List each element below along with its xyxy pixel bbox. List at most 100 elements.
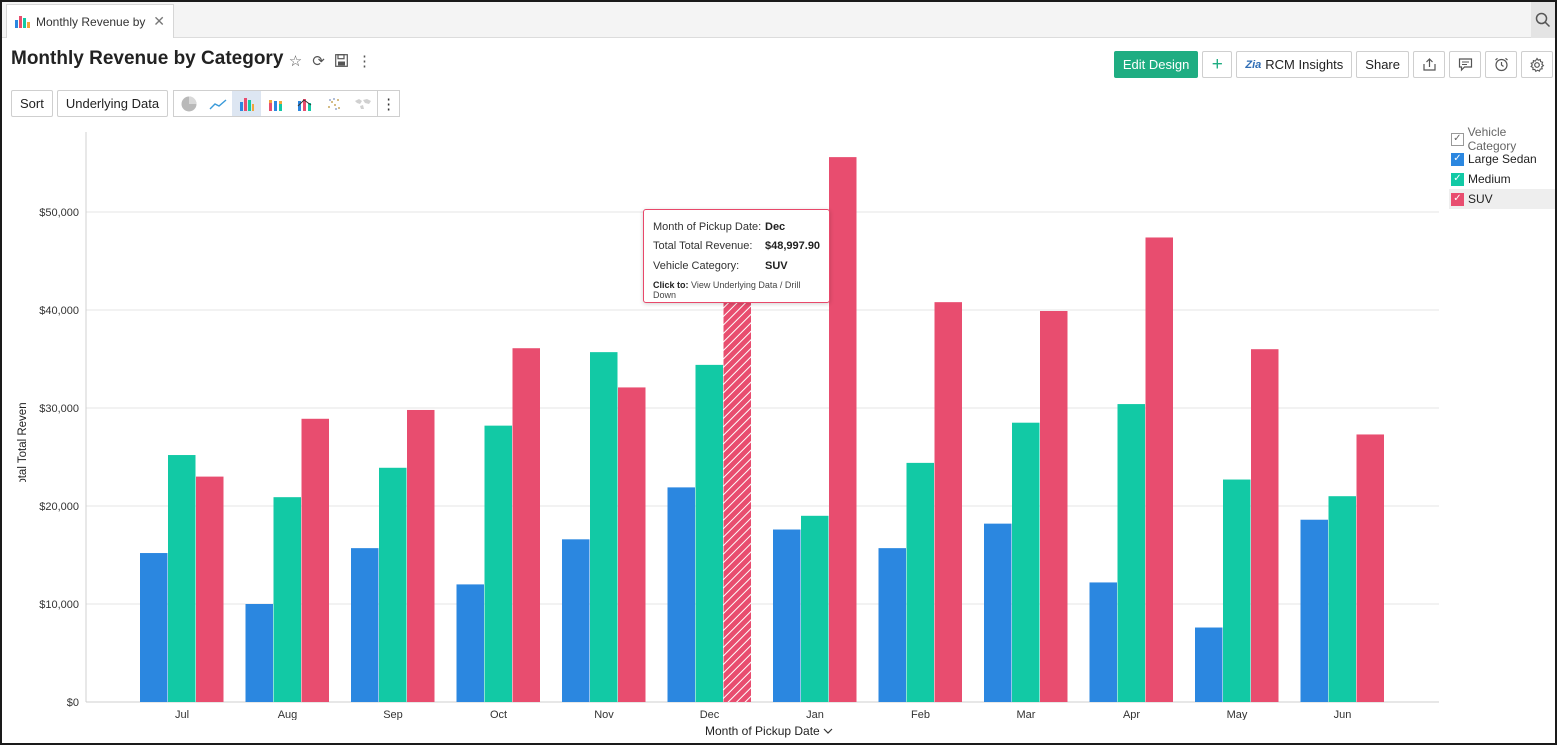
bar-medium-nov[interactable] — [590, 352, 618, 702]
x-tick-label: Sep — [383, 709, 403, 720]
chart-toolbar: Sort Underlying Data ⋮ — [11, 90, 401, 117]
bar-medium-may[interactable] — [1223, 479, 1251, 702]
tooltip-footer: Click to: View Underlying Data / Drill D… — [653, 280, 821, 300]
y-tick-label: $10,000 — [39, 599, 79, 611]
save-icon[interactable] — [333, 52, 350, 69]
bar-large-sedan-nov[interactable] — [562, 539, 590, 702]
more-vertical-icon[interactable]: ⋮ — [357, 52, 372, 70]
bar-large-sedan-may[interactable] — [1195, 627, 1223, 702]
search-icon — [1535, 12, 1551, 28]
y-tick-label: $40,000 — [39, 305, 79, 317]
bar-medium-feb[interactable] — [906, 462, 935, 702]
bar-medium-jun[interactable] — [1328, 496, 1357, 702]
rcm-insights-button[interactable]: Zia RCM Insights — [1236, 51, 1353, 78]
legend-item-suv[interactable]: ✓ SUV — [1449, 189, 1555, 209]
bar-large-sedan-jun[interactable] — [1300, 519, 1329, 702]
bar-medium-mar[interactable] — [1012, 422, 1040, 702]
tab-label: Monthly Revenue by ... — [36, 14, 150, 29]
x-tick-label: May — [1227, 709, 1248, 720]
bar-chart-icon — [15, 15, 30, 28]
schedule-button[interactable] — [1485, 51, 1517, 78]
edit-design-button[interactable]: Edit Design — [1113, 51, 1199, 78]
close-icon[interactable]: ✕ — [153, 13, 165, 29]
checkbox-icon: ✓ — [1451, 192, 1464, 206]
tab-monthly-revenue[interactable]: Monthly Revenue by ... ✕ — [6, 4, 174, 38]
legend-title: Vehicle Category — [1467, 125, 1517, 153]
share-button[interactable]: Share — [1356, 51, 1409, 78]
checkbox-icon: ✓ — [1451, 152, 1464, 166]
tab-bar: Monthly Revenue by ... ✕ — [2, 2, 1555, 38]
bar-suv-apr[interactable] — [1145, 237, 1174, 703]
y-axis-title-text: Total Total Revenue — [17, 402, 29, 482]
pie-chart-icon[interactable] — [174, 91, 203, 116]
bar-medium-sep[interactable] — [379, 467, 407, 702]
bar-medium-dec[interactable] — [695, 364, 724, 702]
bar-large-sedan-mar[interactable] — [984, 523, 1012, 702]
x-tick-label: Apr — [1123, 709, 1140, 720]
bar-large-sedan-feb[interactable] — [878, 548, 907, 702]
tooltip-row-category: Vehicle Category: SUV — [653, 256, 821, 276]
bar-large-sedan-apr[interactable] — [1089, 582, 1118, 702]
legend: ✓ Vehicle Category ✓ Large Sedan ✓ Mediu… — [1449, 125, 1555, 209]
checkbox-icon: ✓ — [1451, 132, 1464, 146]
bar-large-sedan-dec[interactable] — [667, 487, 696, 702]
star-icon[interactable]: ☆ — [288, 52, 303, 70]
tooltip-click-text[interactable]: View Underlying Data / Drill Down — [653, 279, 801, 300]
sort-button[interactable]: Sort — [11, 90, 53, 117]
map-chart-icon[interactable] — [348, 91, 377, 116]
line-chart-icon[interactable] — [203, 91, 232, 116]
y-tick-label: $0 — [67, 697, 79, 709]
x-tick-label: Oct — [490, 709, 507, 720]
legend-label: SUV — [1468, 192, 1493, 206]
bar-chart-type-icon[interactable] — [232, 91, 262, 116]
comment-icon — [1458, 58, 1472, 72]
comment-button[interactable] — [1449, 51, 1481, 78]
bar-medium-apr[interactable] — [1117, 404, 1146, 702]
add-button[interactable]: + — [1202, 51, 1233, 78]
refresh-icon[interactable]: ⟳ — [312, 52, 325, 70]
bar-suv-aug[interactable] — [301, 418, 330, 702]
x-tick-label: Mar — [1017, 709, 1036, 720]
bar-large-sedan-jul[interactable] — [140, 553, 168, 702]
x-tick-label: Jan — [806, 709, 824, 720]
more-chart-options-icon[interactable]: ⋮ — [377, 91, 399, 116]
chart-tooltip: Month of Pickup Date: Dec Total Total Re… — [643, 209, 830, 303]
tooltip-value: SUV — [765, 259, 788, 272]
x-axis-title[interactable]: Month of Pickup Date — [705, 724, 833, 738]
bar-suv-jun[interactable] — [1356, 434, 1385, 702]
bar-large-sedan-oct[interactable] — [456, 584, 485, 702]
tooltip-row-revenue: Total Total Revenue: $48,997.90 — [653, 237, 821, 257]
bar-chart: $0 $10,000 $20,000 $30,000 $40,000 $50,000 Jul… — [39, 132, 1439, 720]
stacked-bar-icon[interactable] — [261, 91, 290, 116]
tooltip-value: Dec — [765, 220, 786, 233]
combination-chart-icon[interactable] — [290, 91, 319, 116]
bar-suv-mar[interactable] — [1040, 310, 1068, 702]
bar-suv-jul[interactable] — [196, 476, 224, 702]
legend-item-large-sedan[interactable]: ✓ Large Sedan — [1449, 149, 1555, 169]
y-axis-title-wrap: Total Total Revenue — [14, 390, 34, 491]
bar-medium-jul[interactable] — [168, 455, 196, 702]
gear-icon — [1530, 57, 1545, 72]
bar-large-sedan-aug[interactable] — [245, 604, 274, 702]
bar-suv-may[interactable] — [1251, 349, 1279, 702]
bar-medium-jan[interactable] — [801, 515, 829, 702]
y-tick-label: $20,000 — [39, 501, 79, 513]
bar-large-sedan-jan[interactable] — [773, 529, 801, 702]
legend-header[interactable]: ✓ Vehicle Category — [1449, 125, 1555, 153]
bar-suv-feb[interactable] — [934, 302, 963, 702]
settings-button[interactable] — [1521, 51, 1553, 78]
bar-suv-jan[interactable] — [829, 157, 857, 702]
bar-medium-aug[interactable] — [273, 497, 302, 702]
bar-medium-oct[interactable] — [484, 425, 513, 702]
search-button[interactable] — [1531, 2, 1555, 38]
export-button[interactable] — [1413, 51, 1445, 78]
scatter-chart-icon[interactable] — [319, 91, 348, 116]
bar-suv-oct[interactable] — [512, 348, 541, 702]
underlying-data-button[interactable]: Underlying Data — [56, 90, 169, 117]
bar-suv-nov[interactable] — [618, 387, 646, 702]
bar-suv-sep[interactable] — [407, 409, 435, 702]
legend-item-medium[interactable]: ✓ Medium — [1449, 169, 1555, 189]
bar-large-sedan-sep[interactable] — [351, 548, 379, 702]
x-tick-label: Jun — [1334, 709, 1352, 720]
